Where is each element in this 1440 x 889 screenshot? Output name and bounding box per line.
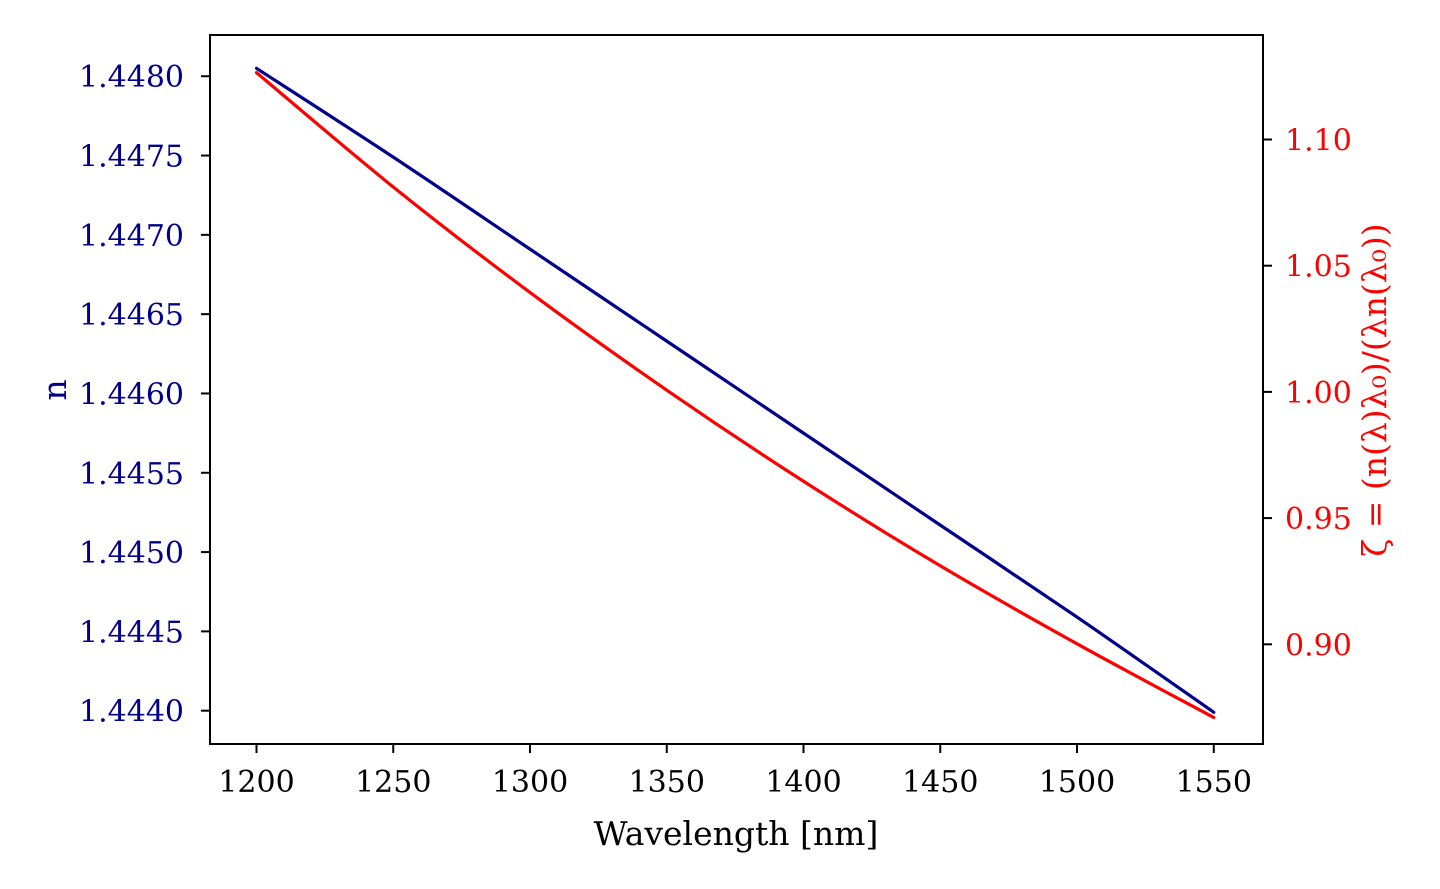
y-axis-left: 1.4440 1.4445 1.4450 1.4455 1.4460 1.4465 1.44…: [79, 60, 210, 730]
y-left-tick-label: 1.4455: [79, 457, 184, 492]
x-axis: 1200 1250 1300 1350 1400 1450 1500 1550: [218, 744, 1252, 800]
plot-area: [209, 34, 1264, 745]
y-left-tick-label: 1.4470: [79, 219, 184, 254]
y-right-tick-label: 1.10: [1285, 123, 1352, 158]
x-tick-label: 1550: [1176, 765, 1252, 800]
y-left-tick-label: 1.4445: [79, 615, 184, 650]
x-tick-label: 1400: [765, 765, 841, 800]
x-tick-label: 1200: [218, 765, 294, 800]
y-axis-right: 0.90 0.95 1.00 1.05 1.10: [1263, 123, 1352, 663]
zeta-series-line: [254, 71, 1216, 720]
y-left-tick-label: 1.4465: [79, 298, 184, 333]
y-left-tick-label: 1.4460: [79, 377, 184, 412]
series-layer: [254, 66, 1216, 720]
x-tick-label: 1350: [629, 765, 705, 800]
y-left-tick-label: 1.4450: [79, 536, 184, 571]
plot-frame: [209, 34, 1264, 745]
x-axis-title: Wavelength [nm]: [594, 814, 879, 853]
x-tick-label: 1300: [492, 765, 568, 800]
y-left-tick-label: 1.4440: [79, 695, 184, 730]
y-left-tick-label: 1.4480: [79, 60, 184, 95]
y-right-tick-label: 0.90: [1285, 628, 1352, 663]
y-right-tick-label: 1.00: [1285, 376, 1352, 411]
x-tick-label: 1500: [1039, 765, 1115, 800]
n-series-line: [254, 66, 1216, 714]
y-axis-left-title: n: [35, 379, 74, 400]
x-tick-label: 1450: [902, 765, 978, 800]
y-right-tick-label: 0.95: [1285, 502, 1352, 537]
y-axis-right-title: ζ = (n(λ)λ₀)/(λn(λ₀)): [1355, 223, 1394, 556]
y-right-tick-label: 1.05: [1285, 250, 1352, 285]
y-left-tick-label: 1.4475: [79, 140, 184, 175]
x-tick-label: 1250: [355, 765, 431, 800]
